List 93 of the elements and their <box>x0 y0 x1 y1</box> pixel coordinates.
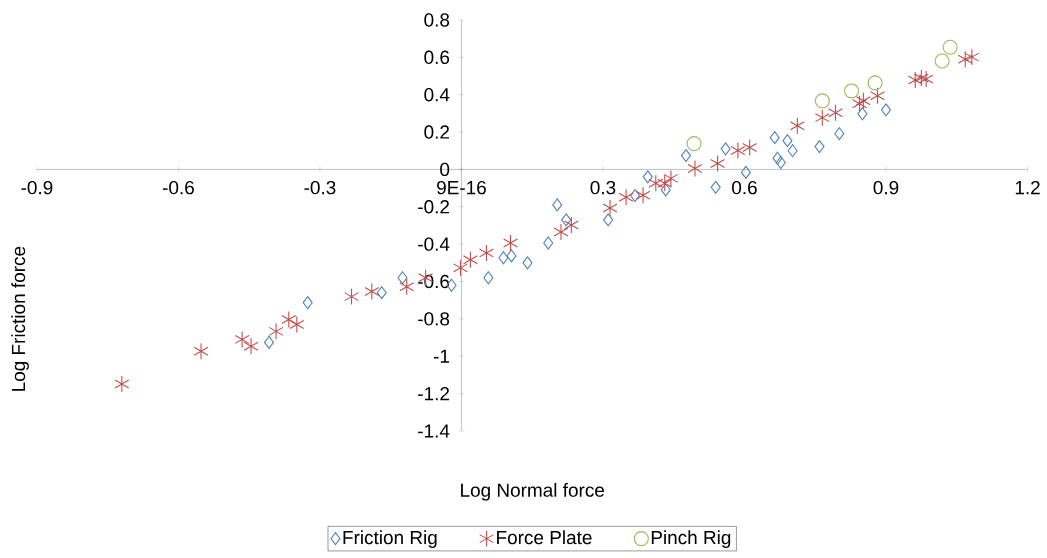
point <box>234 331 250 349</box>
point <box>503 234 518 252</box>
point <box>453 259 468 277</box>
point <box>782 134 793 148</box>
point <box>302 296 313 310</box>
point <box>479 244 494 262</box>
point <box>603 213 614 227</box>
point <box>957 50 973 68</box>
point <box>964 48 980 66</box>
point <box>907 71 923 89</box>
x-tick-label: -0.9 <box>21 181 53 195</box>
point <box>397 271 408 285</box>
point <box>742 139 758 157</box>
point <box>720 142 731 156</box>
point <box>814 93 830 109</box>
point <box>789 117 805 135</box>
point <box>730 142 746 160</box>
point <box>687 160 703 178</box>
point <box>281 311 297 329</box>
point <box>740 166 751 180</box>
x-axis-title: Log Normal force <box>461 483 605 501</box>
y-tick-label: -0.4 <box>418 237 450 252</box>
point <box>263 336 275 350</box>
point <box>686 136 702 152</box>
y-tick-label: 0.4 <box>424 88 450 102</box>
point <box>563 216 579 234</box>
x-tick-label: 0.9 <box>873 181 899 195</box>
point <box>193 342 209 360</box>
point <box>289 316 305 334</box>
x-tick-label: -0.3 <box>304 181 336 195</box>
point <box>828 104 843 122</box>
point <box>814 109 830 127</box>
point <box>498 251 509 265</box>
point <box>522 256 533 270</box>
x-tick-label: 0.3 <box>590 181 616 195</box>
point <box>942 39 958 55</box>
y-tick-label: -1.4 <box>418 424 450 438</box>
point <box>364 283 380 301</box>
point <box>772 151 783 165</box>
y-tick-label: -1.2 <box>418 387 449 401</box>
point <box>710 155 726 173</box>
legend-label: Force Plate <box>497 530 592 545</box>
point <box>660 183 671 197</box>
point <box>657 174 673 192</box>
x-tick-label: 1.2 <box>1015 181 1040 195</box>
point <box>934 53 950 69</box>
point <box>552 198 563 212</box>
legend-label: Pinch Rig <box>651 530 731 549</box>
point <box>635 186 651 204</box>
point <box>376 286 387 300</box>
point <box>344 288 360 306</box>
y-tick-label: 0.6 <box>424 50 450 65</box>
point <box>462 251 478 269</box>
y-axis-title: Log Friction force <box>11 246 29 391</box>
x-tick-label: 0.6 <box>732 181 757 195</box>
point <box>857 107 868 121</box>
point <box>870 87 885 105</box>
point <box>602 199 618 217</box>
point <box>710 180 721 195</box>
point <box>642 170 653 184</box>
x-tick-label: 9E-16 <box>437 181 486 195</box>
point <box>243 337 259 356</box>
point <box>814 140 825 154</box>
x-tick-label: -0.6 <box>162 181 194 195</box>
point <box>787 144 798 158</box>
y-tick-label: 0.2 <box>424 125 449 139</box>
point <box>663 170 679 188</box>
point <box>834 127 845 141</box>
point <box>114 375 130 393</box>
point <box>680 149 692 163</box>
point <box>543 236 554 250</box>
point <box>553 223 569 241</box>
point <box>648 174 664 192</box>
point <box>913 69 929 87</box>
y-tick-label: 0 <box>440 162 450 177</box>
y-tick-label: -0.8 <box>418 312 450 326</box>
point <box>506 249 517 263</box>
point <box>561 213 572 227</box>
y-tick-label: -0.2 <box>418 200 449 214</box>
point <box>483 271 494 285</box>
point <box>399 278 415 296</box>
point <box>867 75 883 91</box>
point <box>775 156 786 170</box>
y-tick-label: 0.8 <box>424 13 450 27</box>
point <box>769 131 780 145</box>
point <box>268 323 284 341</box>
point <box>618 188 634 206</box>
legend-label: Friction Rig <box>343 530 437 549</box>
point <box>918 70 934 88</box>
point <box>844 83 860 99</box>
y-tick-label: -1 <box>433 349 450 363</box>
point <box>880 103 892 117</box>
point <box>630 189 641 203</box>
